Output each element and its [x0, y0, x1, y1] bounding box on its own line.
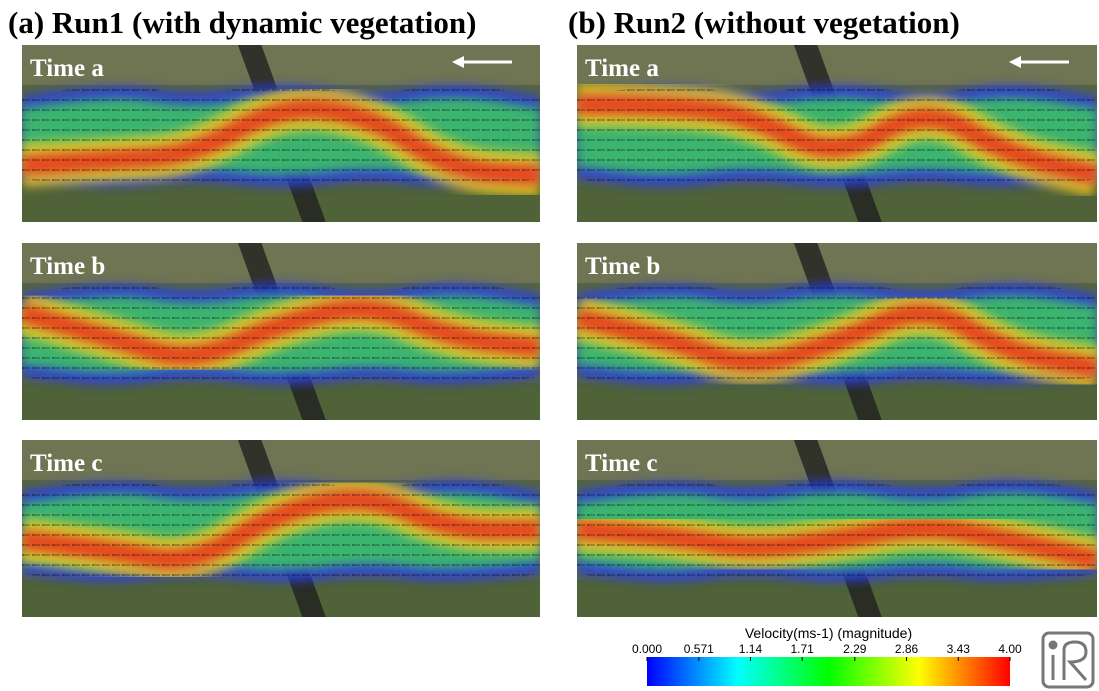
frame-label: Time c: [30, 450, 102, 477]
figure: (a) Run1 (with dynamic vegetation) Time a…: [0, 0, 1099, 691]
field: [577, 383, 1097, 420]
velocity-vectors: [577, 481, 1097, 582]
frame-label: Time a: [585, 55, 659, 82]
frame-label: Time a: [30, 55, 104, 82]
velocity-vectors: [577, 284, 1097, 385]
logo: [1043, 633, 1093, 687]
field: [22, 185, 540, 222]
field: [577, 580, 1097, 617]
velocity-vectors: [577, 86, 1097, 187]
colorbar-tick-label: 1.14: [739, 642, 763, 656]
velocity-vectors: [22, 284, 540, 385]
panel-title: (a) Run1 (with dynamic vegetation): [8, 5, 476, 40]
velocity-vectors: [22, 481, 540, 582]
frame-label: Time b: [585, 253, 660, 280]
colorbar-tick-label: 0.000: [632, 642, 662, 656]
colorbar-tick-label: 4.00: [998, 642, 1022, 656]
frame: Time b: [577, 207, 1097, 459]
colorbar-tick-label: 1.71: [791, 642, 815, 656]
velocity-vectors: [22, 86, 540, 187]
frame-label: Time b: [30, 253, 105, 280]
colorbar-tick-label: 2.86: [895, 642, 919, 656]
frame: Time b: [22, 207, 540, 459]
colorbar-tick-label: 3.43: [947, 642, 971, 656]
panel-title: (b) Run2 (without vegetation): [568, 5, 960, 40]
colorbar: [647, 657, 1010, 686]
frame: Time c: [577, 404, 1097, 656]
frame-label: Time c: [585, 450, 657, 477]
colorbar-tick-label: 2.29: [843, 642, 867, 656]
colorbar-title: Velocity(ms-1) (magnitude): [745, 625, 912, 641]
frame: Time c: [22, 404, 540, 656]
field: [22, 580, 540, 617]
field: [577, 185, 1097, 222]
colorbar-tick-label: 0.571: [684, 642, 714, 656]
field: [22, 383, 540, 420]
frame: Time a: [22, 9, 540, 261]
frame: Time a: [577, 9, 1097, 261]
